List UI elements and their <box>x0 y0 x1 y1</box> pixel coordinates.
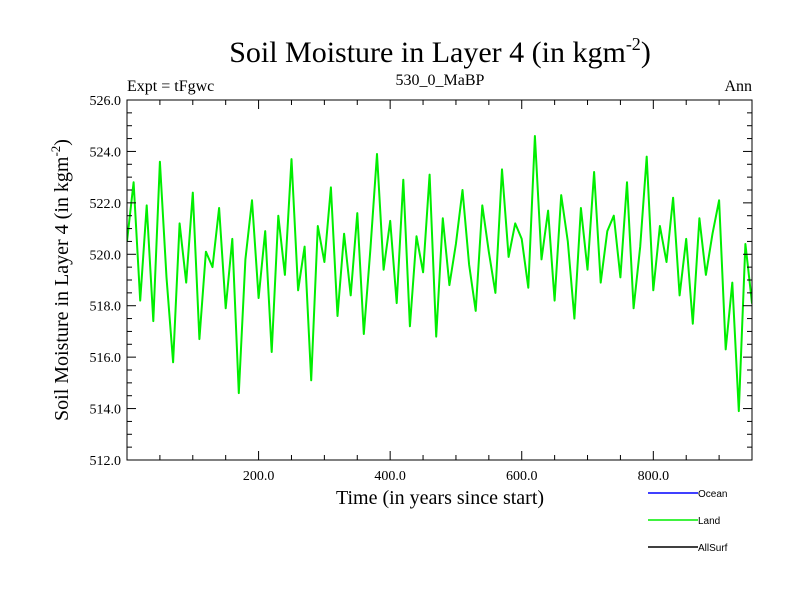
experiment-label: Expt = tFgwc <box>127 78 214 95</box>
y-axis-label: Soil Moisture in Layer 4 (in kgm-2) <box>48 139 73 421</box>
period-label: 530_0_MaBP <box>396 72 485 89</box>
series-layer <box>127 135 752 413</box>
season-label: Ann <box>724 78 752 95</box>
y-tick-label: 514.0 <box>90 403 122 418</box>
y-tick-label: 520.0 <box>90 248 122 263</box>
ticks-layer: 200.0 400.0 600.0 800.0 512.0 514.0 516.0 518.0… <box>90 94 753 484</box>
y-tick-label: 522.0 <box>90 197 122 212</box>
y-tick-label: 518.0 <box>90 300 122 315</box>
y-label-close: ) <box>51 139 73 146</box>
x-tick-label: 800.0 <box>638 469 670 484</box>
y-label-superscript: -2 <box>48 146 63 157</box>
legend-label-allsurf: AllSurf <box>698 543 728 554</box>
y-label-text: Soil Moisture in Layer 4 (in kgm <box>51 156 73 421</box>
x-axis-label: Time (in years since start) <box>336 487 544 509</box>
x-tick-label: 200.0 <box>243 469 275 484</box>
title-close: ) <box>641 36 651 69</box>
x-tick-label: 400.0 <box>374 469 406 484</box>
title-superscript: -2 <box>626 34 641 54</box>
legend-label-land: Land <box>698 516 720 527</box>
y-tick-label: 512.0 <box>90 454 122 469</box>
x-tick-label: 600.0 <box>506 469 538 484</box>
legend-label-ocean: Ocean <box>698 489 727 500</box>
y-tick-label: 524.0 <box>90 145 122 160</box>
series-line-land <box>127 135 752 413</box>
legend: Ocean Land AllSurf <box>648 489 728 554</box>
title-text: Soil Moisture in Layer 4 (in kgm <box>229 36 626 69</box>
y-tick-label: 526.0 <box>90 94 122 109</box>
y-tick-label: 516.0 <box>90 351 122 366</box>
chart-title: Soil Moisture in Layer 4 (in kgm-2) <box>229 34 651 69</box>
